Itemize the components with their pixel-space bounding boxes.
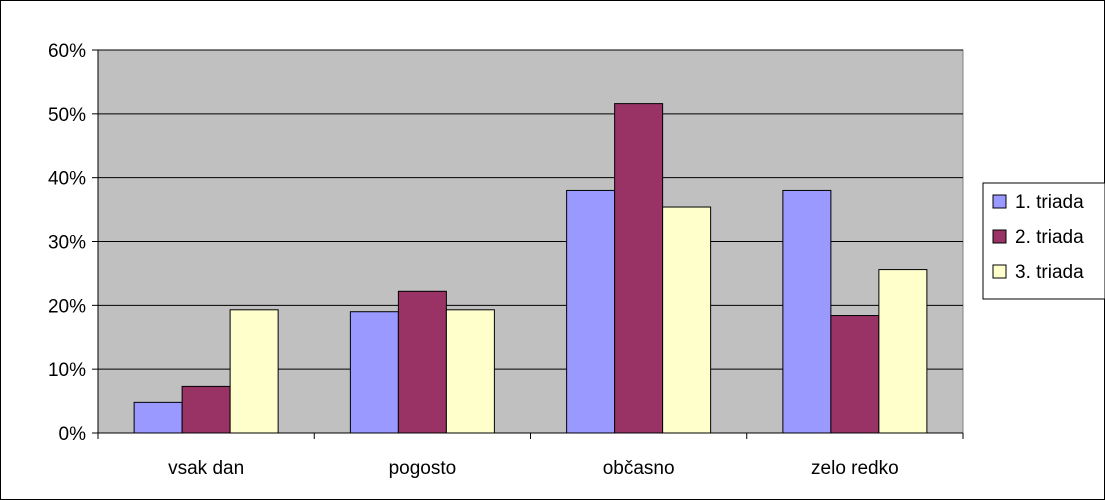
legend-label: 3. triada: [1015, 262, 1084, 283]
bar: [397, 290, 447, 434]
bar: [878, 269, 928, 434]
bar: [181, 385, 231, 434]
x-tick-label: pogosto: [389, 458, 457, 479]
x-tick-label: občasno: [603, 458, 675, 479]
y-tick-label: 60%: [48, 41, 86, 62]
bar: [662, 206, 712, 434]
y-tick-label: 10%: [48, 360, 86, 381]
legend-swatch: [992, 194, 1007, 209]
legend-swatch: [992, 229, 1007, 244]
bar: [229, 309, 279, 434]
x-tick-label: zelo redko: [811, 458, 899, 479]
bar: [566, 189, 616, 434]
x-tick-label: vsak dan: [168, 458, 244, 479]
y-tick-label: 0%: [59, 424, 87, 445]
y-tick-label: 20%: [48, 296, 86, 317]
bar: [445, 309, 495, 434]
bar: [133, 401, 183, 434]
y-tick-label: 40%: [48, 169, 86, 190]
legend-swatch: [992, 264, 1007, 279]
y-tick-label: 50%: [48, 105, 86, 126]
bar: [614, 103, 664, 434]
bar: [349, 311, 399, 434]
legend-label: 1. triada: [1015, 192, 1084, 213]
bar: [782, 189, 832, 434]
bar: [830, 315, 880, 434]
y-tick-label: 30%: [48, 233, 86, 254]
legend-label: 2. triada: [1015, 227, 1084, 248]
